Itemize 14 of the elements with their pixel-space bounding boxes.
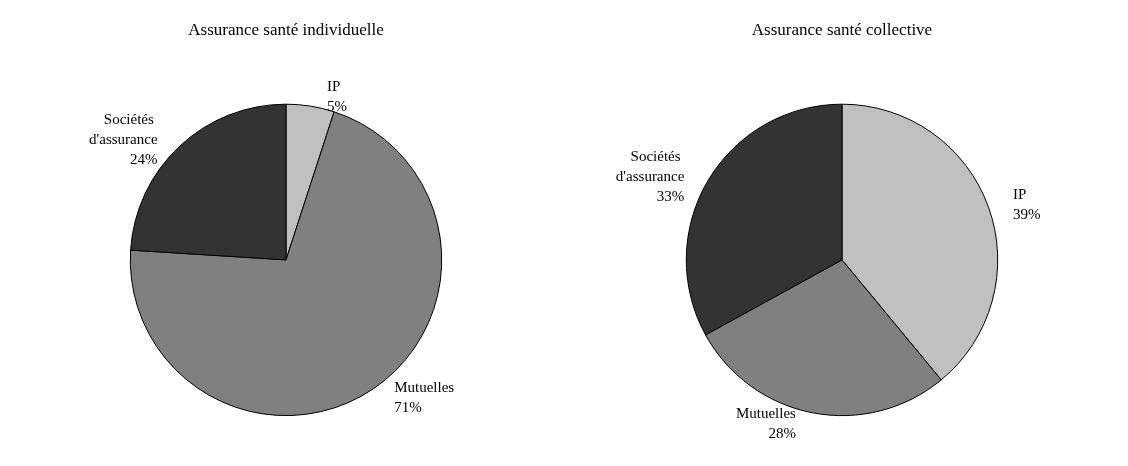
data-label: 33%: [656, 187, 685, 204]
data-label: 5%: [326, 98, 347, 115]
data-label: 24%: [130, 151, 158, 168]
chart-title: Assurance santé individuelle: [188, 20, 384, 39]
data-label: 28%: [768, 424, 796, 441]
slice-label: IP: [1012, 185, 1027, 202]
data-label: 39%: [1012, 205, 1041, 222]
slice-label: Sociétés d'assurance: [89, 111, 158, 148]
slice-label: Mutuelles: [735, 404, 797, 421]
slice-label: Sociétés d'assurance: [615, 147, 685, 184]
chart-title: Assurance santé collective: [751, 20, 933, 39]
slice-label: Mutuelles: [394, 378, 455, 395]
slice-label: IP: [326, 78, 341, 95]
data-label: 71%: [394, 398, 422, 415]
